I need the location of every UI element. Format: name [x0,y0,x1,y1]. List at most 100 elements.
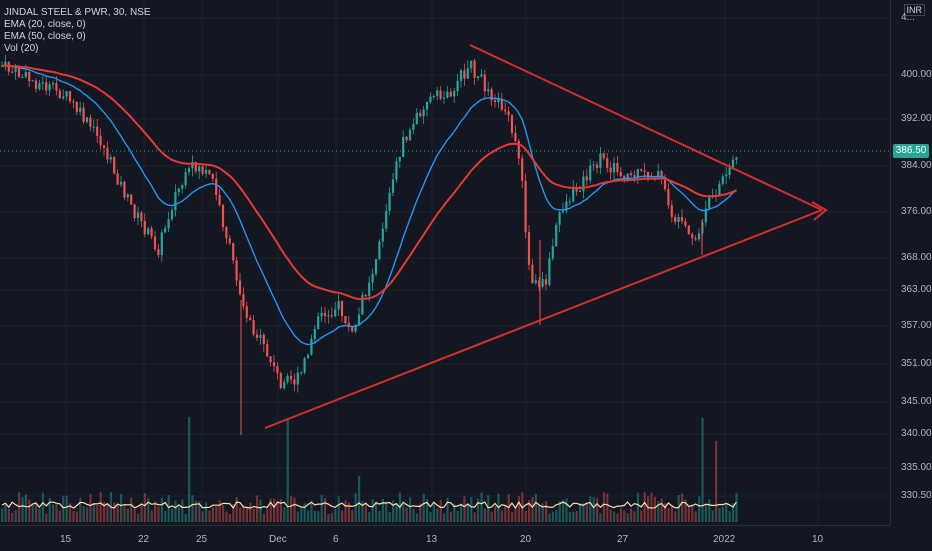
volume-bar [106,504,109,522]
candle-body [735,157,738,160]
volume-bar [708,499,711,522]
volume-bar [239,507,242,522]
candle-body [687,225,690,235]
volume-bar [269,498,272,522]
volume-bar [565,498,568,522]
candle-body [480,74,483,77]
volume-bar [334,509,337,522]
ema20-legend[interactable]: EMA (20, close, 0) [4,19,86,30]
volume-bar [592,496,595,522]
volume-bar [69,503,72,522]
volume-bar [385,501,388,522]
candle-body [534,280,537,284]
volume-bar [558,501,561,522]
candle-body [429,96,432,102]
candle-body [422,109,425,117]
candle-body [361,295,364,315]
candle-body [249,317,252,320]
volume-bar [395,503,398,522]
volume-bar [419,503,422,522]
volume-bar [575,511,578,522]
candle-body [187,168,191,173]
candle-body [578,191,582,193]
candle-body [68,91,72,102]
volume-bar [667,508,670,522]
volume-bar [116,505,119,522]
volume-bar [307,510,310,522]
candle-body [538,280,541,287]
volume-bar [589,496,592,522]
candle-body [385,210,388,229]
volume-bar [351,510,354,522]
candle-body [371,273,374,283]
candle-body [483,74,486,92]
volume-bar [1,508,4,522]
candle-body [575,187,578,192]
candle-body [493,100,497,103]
candle-body [41,82,44,84]
price-axis[interactable]: INR 4... 400.00 392.00 384.00 376.00 368.00 36… [890,0,932,525]
volume-bar [381,498,384,522]
candle-body [592,164,595,166]
candle-body [541,279,544,287]
candle-body [589,165,592,181]
candle-body [116,173,119,185]
volume-bar [616,513,619,522]
price-tick-label: 357.00 [901,320,932,331]
volume-bar [154,501,157,522]
volume-bar [79,497,82,522]
candle-body [279,373,282,389]
volume-bar [276,501,279,522]
chart-area[interactable]: JINDAL STEEL & PWR, 30, NSE EMA (20, clo… [0,0,890,525]
candle-body [4,61,7,66]
volume-bar [378,510,381,522]
volume-bar [62,495,65,522]
candle-body [106,147,109,160]
candle-body [368,282,371,296]
volume-bar [453,503,456,522]
volume-legend[interactable]: Vol (20) [4,43,39,54]
price-tick-label: 376.00 [901,206,932,217]
volume-bar [252,508,255,522]
volume-bar [728,511,731,522]
volume-bar [524,510,527,522]
candle-body [245,306,248,318]
candle-body [425,101,429,110]
candle-body [194,161,197,172]
candle-body [38,83,41,89]
ema50-line [1,64,737,301]
volume-bar [245,506,248,522]
volume-bar [354,493,357,522]
symbol-title[interactable]: JINDAL STEEL & PWR, 30, NSE [4,7,151,18]
volume-bar [626,513,629,522]
candle-body [201,166,204,174]
candle-body [198,166,201,172]
time-axis[interactable]: 15 22 25 Dec 6 13 20 27 2022 10 [0,525,890,551]
candle-body [184,172,187,186]
candle-body [646,171,650,178]
volume-bar [286,420,289,522]
volume-bar [725,502,728,522]
volume-bar [371,499,374,522]
candle-body [670,205,673,217]
candle-body [191,161,194,169]
volume-bar [92,503,95,522]
volume-bar [215,506,218,522]
price-tick-label: 345.00 [901,396,932,407]
volume-bar [194,500,197,522]
candle-body [398,156,401,162]
volume-bar [283,507,286,522]
price-chart[interactable] [0,0,890,525]
volume-bar [290,496,293,522]
candle-body [300,372,303,374]
ema50-legend[interactable]: EMA (50, close, 0) [4,31,86,42]
volume-bar [432,502,435,522]
candle-body [663,177,667,189]
candle-body [286,375,289,382]
candle-body [633,175,636,177]
volume-bar [579,503,582,522]
volume-bar [517,496,520,522]
candle-body [728,167,731,175]
volume-bar [21,496,24,522]
volume-bar [436,508,439,522]
